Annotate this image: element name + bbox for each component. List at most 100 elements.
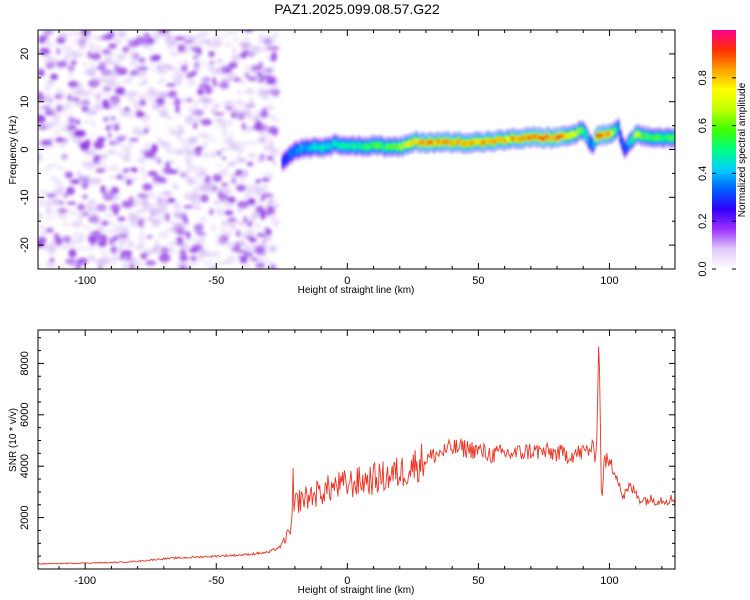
noise-blob <box>261 239 267 248</box>
x-tick-label: -100 <box>74 575 96 587</box>
noise-blob <box>95 93 101 102</box>
noise-blob <box>227 217 236 222</box>
noise-blob <box>248 198 256 205</box>
noise-blob <box>114 223 124 233</box>
signal-cell <box>623 146 627 152</box>
noise-blob <box>90 132 96 137</box>
noise-blob <box>180 138 191 144</box>
noise-blob <box>91 78 103 85</box>
noise-blob <box>236 255 246 261</box>
signal-cell <box>529 135 532 141</box>
signal-cell <box>350 142 354 148</box>
noise-blob <box>87 87 93 97</box>
noise-blob <box>198 97 209 103</box>
signal-cell <box>642 133 645 138</box>
signal-cell <box>422 139 425 145</box>
signal-cell <box>334 140 337 146</box>
signal-cell <box>313 144 316 149</box>
noise-blob <box>168 130 180 135</box>
noise-blob <box>122 46 130 53</box>
noise-blob <box>236 220 245 225</box>
signal-cell <box>482 140 486 146</box>
noise-blob <box>181 64 188 72</box>
signal-cell <box>413 138 417 144</box>
noise-blob <box>90 52 102 61</box>
noise-blob <box>223 121 229 128</box>
spectrogram-x-axis: -100 -50 0 50 100 <box>58 30 663 287</box>
signal-cell <box>583 130 587 135</box>
signal-cell <box>493 139 497 145</box>
signal-cell <box>629 138 633 144</box>
signal-cell <box>512 135 515 141</box>
signal-cell <box>585 134 589 140</box>
noise-blob <box>208 51 215 58</box>
noise-blob <box>226 255 237 264</box>
noise-blob <box>177 61 182 66</box>
signal-cell <box>646 133 650 139</box>
noise-blob <box>255 262 266 269</box>
noise-blob <box>107 222 116 227</box>
noise-blob <box>261 251 268 258</box>
noise-blob <box>237 200 249 209</box>
signal-cell <box>405 142 408 148</box>
signal-cell <box>640 134 643 139</box>
noise-blob <box>158 177 167 184</box>
x-tick-label: 100 <box>600 575 618 587</box>
noise-blob <box>204 104 209 109</box>
noise-blob <box>161 191 172 197</box>
noise-blob <box>77 216 83 222</box>
noise-blob <box>157 136 162 145</box>
noise-blob <box>101 250 109 256</box>
noise-blob <box>248 154 260 158</box>
noise-blob <box>173 201 181 211</box>
noise-blob <box>109 203 121 212</box>
noise-blob <box>208 56 213 60</box>
noise-blob <box>210 137 216 143</box>
noise-blob <box>41 141 49 149</box>
noise-blob <box>75 263 81 269</box>
snr-panel: -100 -50 0 50 100 2000 4000 6000 8000 Height of… <box>8 329 676 596</box>
noise-blob <box>162 141 171 148</box>
noise-blob <box>151 248 158 253</box>
noise-blob <box>125 179 133 186</box>
noise-blob <box>55 88 65 94</box>
noise-blob <box>38 36 46 44</box>
colorbar-tick-label: 0.8 <box>697 70 709 85</box>
noise-blob <box>141 202 150 207</box>
noise-blob <box>109 71 119 80</box>
noise-blob <box>71 96 81 102</box>
signal-cell <box>388 144 392 150</box>
noise-blob <box>230 173 238 181</box>
snr-y-axis: 2000 4000 6000 8000 <box>19 337 675 557</box>
noise-blob <box>175 105 180 114</box>
noise-blob <box>122 225 130 234</box>
noise-blob <box>38 200 49 207</box>
noise-blob <box>127 242 135 249</box>
noise-blob <box>127 114 137 119</box>
signal-cell <box>434 140 438 146</box>
noise-blob <box>99 37 108 42</box>
signal-cell <box>443 139 446 144</box>
noise-blob <box>64 173 71 179</box>
x-tick-label: 0 <box>344 275 350 287</box>
noise-blob <box>102 99 109 109</box>
noise-blob <box>67 72 74 76</box>
signal-cell <box>319 145 322 150</box>
noise-blob <box>247 76 258 82</box>
signal-cell <box>594 136 597 142</box>
noise-blob <box>56 47 61 55</box>
noise-blob <box>244 72 250 78</box>
spectrogram-x-label: Height of straight line (km) <box>298 285 415 296</box>
noise-blob <box>185 72 194 79</box>
noise-blob <box>258 61 264 71</box>
noise-blob <box>222 100 235 104</box>
noise-blob <box>210 266 216 269</box>
spectrogram-y-axis: -20 -10 0 10 20 <box>19 29 675 270</box>
signal-cell <box>524 134 528 140</box>
signal-cell <box>367 144 371 150</box>
signal-cell <box>669 135 673 141</box>
noise-blob <box>263 44 272 51</box>
signal-cell <box>636 131 639 137</box>
noise-blob <box>55 237 63 246</box>
noise-blob <box>231 159 238 165</box>
